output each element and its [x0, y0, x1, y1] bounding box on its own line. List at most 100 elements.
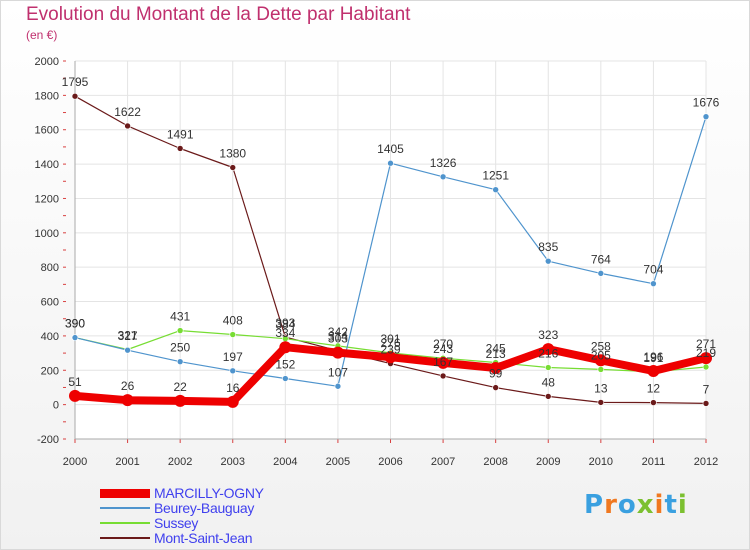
data-point [229, 164, 237, 171]
data-label: 271 [696, 337, 716, 351]
data-point [542, 343, 555, 356]
data-label: 764 [591, 252, 611, 266]
data-point [650, 399, 657, 406]
x-tick-label: 2003 [221, 456, 245, 468]
legend-item-mont-saint-jean[interactable]: Mont-Saint-Jean [100, 530, 253, 546]
data-point [702, 113, 710, 120]
data-label: 99 [489, 367, 503, 381]
data-label: 12 [647, 382, 661, 396]
y-tick-label: 200 [41, 365, 59, 377]
data-label: 245 [486, 342, 506, 356]
data-label: 314 [328, 330, 348, 344]
data-label: 1251 [482, 169, 509, 183]
data-point [176, 145, 184, 152]
y-tick-label: 0 [53, 400, 59, 412]
data-point [229, 331, 237, 338]
proxiti-logo: Proxiti [584, 490, 688, 520]
data-point [124, 346, 131, 354]
x-tick-label: 2001 [115, 456, 139, 468]
data-label: 196 [643, 350, 663, 364]
data-point [176, 327, 184, 334]
data-label: 258 [591, 339, 611, 353]
data-label: 213 [486, 347, 506, 361]
data-label: 276 [380, 336, 400, 350]
data-point [121, 394, 134, 407]
data-point [700, 352, 712, 365]
data-point [226, 395, 239, 408]
data-label: 243 [433, 342, 453, 356]
data-label: 1491 [167, 127, 194, 141]
data-label: 197 [223, 350, 243, 364]
data-label: 704 [643, 263, 663, 277]
x-tick-label: 2004 [273, 456, 297, 468]
data-label: 51 [68, 375, 82, 389]
data-point [489, 362, 502, 375]
legend-label: MARCILLY-OGNY [154, 485, 264, 501]
x-tick-label: 2007 [431, 456, 455, 468]
data-point [124, 122, 131, 130]
y-tick-label: 400 [41, 331, 59, 343]
y-tick-label: 1400 [35, 159, 59, 171]
data-label: 393 [275, 316, 295, 330]
data-label: 321 [118, 328, 138, 342]
chart-title: Evolution du Montant de la Dette par Hab… [26, 4, 411, 25]
data-label: 239 [380, 343, 400, 357]
y-tick-label: -200 [37, 434, 59, 446]
data-point [702, 400, 710, 407]
data-label: 334 [275, 326, 295, 340]
data-label: 1795 [62, 75, 89, 89]
data-point [229, 367, 237, 375]
legend-label: Sussey [154, 515, 199, 531]
logo-letter: i [677, 490, 688, 520]
chart-subtitle: (en €) [26, 28, 58, 42]
data-point [544, 364, 552, 371]
data-label: 16 [226, 381, 240, 395]
legend-item-sussey[interactable]: Sussey [100, 515, 198, 531]
data-label: 384 [275, 318, 295, 332]
legend-label: Beurey-Bauguay [154, 500, 255, 516]
data-point [279, 341, 292, 354]
legend-label: Mont-Saint-Jean [154, 530, 253, 546]
y-tick-label: 1600 [35, 125, 59, 137]
data-label: 270 [433, 337, 453, 351]
data-point [334, 382, 342, 390]
y-tick-label: 1200 [35, 193, 59, 205]
data-label: 323 [538, 328, 558, 342]
logo-letter: P [584, 490, 605, 520]
data-point [174, 394, 187, 407]
data-point [702, 363, 710, 371]
x-tick-label: 2009 [536, 456, 560, 468]
data-point [439, 372, 447, 380]
x-tick-label: 2008 [483, 456, 507, 468]
data-label: 152 [275, 358, 295, 372]
data-point [384, 351, 397, 364]
x-tick-label: 2011 [642, 456, 666, 468]
y-tick-label: 800 [41, 262, 59, 274]
data-label: 205 [591, 348, 611, 362]
data-label: 216 [538, 347, 558, 361]
data-point [597, 270, 605, 277]
legend-item-beurey-bauguay[interactable]: Beurey-Bauguay [100, 500, 254, 516]
data-point [387, 159, 394, 167]
data-point [544, 393, 552, 400]
data-label: 303 [328, 332, 348, 346]
legend-swatch [100, 507, 150, 509]
data-point [71, 92, 79, 100]
data-point [176, 358, 184, 365]
y-tick-label: 1800 [35, 90, 59, 102]
data-point [331, 346, 344, 359]
data-label: 408 [223, 314, 243, 328]
data-label: 22 [173, 380, 187, 394]
x-tick-label: 2012 [694, 456, 718, 468]
x-tick-label: 2000 [63, 456, 87, 468]
logo-letter: r [604, 490, 618, 520]
data-point [544, 257, 552, 265]
data-label: 219 [696, 346, 716, 360]
data-label: 1622 [114, 105, 141, 119]
data-label: 167 [433, 355, 453, 369]
data-label: 390 [65, 317, 85, 331]
legend-item-marcilly-ogny[interactable]: MARCILLY-OGNY [100, 485, 264, 501]
data-label: 7 [703, 382, 710, 396]
legend-swatch [100, 522, 150, 524]
x-tick-label: 2002 [168, 456, 192, 468]
